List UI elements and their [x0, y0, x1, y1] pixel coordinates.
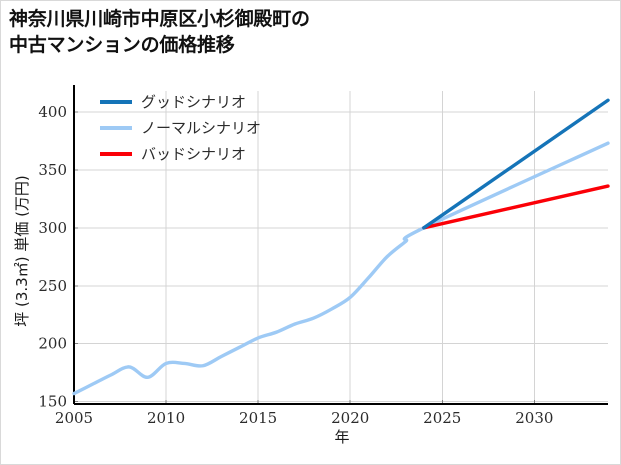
- y-tick-label: 350: [38, 161, 67, 179]
- series-line-1: [72, 141, 610, 396]
- y-axis-tick-labels: 150 200 250 300 350 400: [38, 103, 67, 411]
- axes-group: [73, 85, 608, 405]
- x-tick-label: 2020: [331, 409, 369, 427]
- x-tick-label: 2010: [147, 409, 185, 427]
- y-tick-label: 150: [38, 393, 67, 411]
- x-tick-label: 2025: [423, 409, 461, 427]
- series-line-0: [422, 98, 610, 230]
- legend-label: バッドシナリオ: [141, 145, 246, 163]
- gridlines-group: [74, 91, 608, 404]
- y-tick-label: 200: [38, 335, 67, 353]
- y-tick-label: 300: [38, 219, 67, 237]
- legend-label: ノーマルシナリオ: [141, 119, 261, 137]
- x-tick-label: 2030: [515, 409, 553, 427]
- x-tick-label: 2015: [239, 409, 277, 427]
- x-axis-tick-labels: 2005 2010 2015 2020 2025 2030: [55, 409, 554, 427]
- legend-label: グッドシナリオ: [141, 93, 246, 111]
- series-line-2: [422, 184, 610, 230]
- x-axis-title: 年: [334, 428, 349, 446]
- y-tick-label: 250: [38, 277, 67, 295]
- chart-title: 神奈川県川崎市中原区小杉御殿町の 中古マンションの価格推移: [9, 8, 310, 56]
- y-axis-title: 坪 (3.3㎡) 単価 (万円): [13, 175, 31, 327]
- series-group: [72, 98, 610, 396]
- y-tick-label: 400: [38, 103, 67, 121]
- x-tick-label: 2005: [55, 409, 93, 427]
